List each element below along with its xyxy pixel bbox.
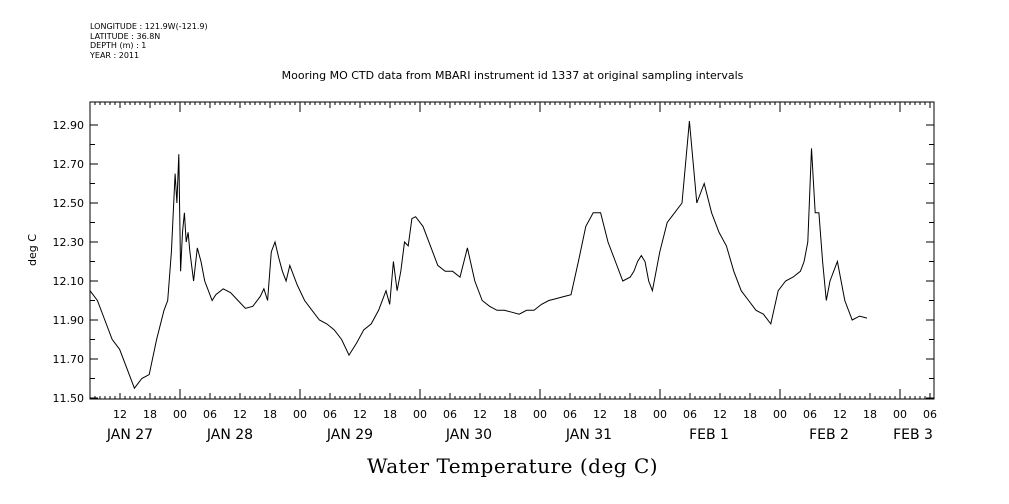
chart-title: Mooring MO CTD data from MBARI instrumen… — [281, 69, 744, 82]
hour-tick-label: 00 — [533, 408, 547, 421]
hour-tick-label: 00 — [653, 408, 667, 421]
hour-tick-label: 12 — [353, 408, 367, 421]
y-tick-label: 11.90 — [53, 314, 85, 327]
y-tick-label: 12.30 — [53, 236, 85, 249]
hour-tick-label: 06 — [803, 408, 817, 421]
hour-tick-label: 12 — [233, 408, 247, 421]
hour-tick-label: 00 — [773, 408, 787, 421]
y-tick-label: 11.50 — [53, 392, 85, 405]
latitude-text: LATITUDE : 36.8N — [90, 31, 161, 41]
day-label: FEB 1 — [689, 427, 729, 443]
hour-tick-label: 06 — [683, 408, 697, 421]
y-tick-label: 12.70 — [53, 158, 85, 171]
hour-tick-label: 06 — [923, 408, 937, 421]
hour-tick-label: 12 — [593, 408, 607, 421]
hour-tick-label: 18 — [503, 408, 517, 421]
hour-tick-label: 00 — [893, 408, 907, 421]
year-text: YEAR : 2011 — [90, 50, 140, 60]
metadata-block: LONGITUDE : 121.9W(-121.9) LATITUDE : 36… — [90, 22, 208, 60]
hour-tick-label: 18 — [743, 408, 757, 421]
hour-tick-label: 18 — [143, 408, 157, 421]
hour-tick-label: 18 — [383, 408, 397, 421]
y-tick-label: 12.10 — [53, 275, 85, 288]
y-axis-label: deg C — [26, 234, 39, 266]
hour-tick-label: 12 — [833, 408, 847, 421]
hour-tick-label: 12 — [113, 408, 127, 421]
longitude-text: LONGITUDE : 121.9W(-121.9) — [90, 22, 208, 31]
day-label: JAN 31 — [565, 427, 612, 443]
day-label: FEB 3 — [893, 427, 933, 443]
hour-tick-label: 00 — [293, 408, 307, 421]
day-label: FEB 2 — [809, 427, 849, 443]
day-label: JAN 27 — [106, 427, 153, 443]
y-tick-labels: 11.50 11.70 11.90 12.10 12.30 12.50 12.70 12.90 — [53, 119, 85, 405]
day-label: JAN 30 — [445, 427, 492, 443]
hour-tick-label: 18 — [863, 408, 877, 421]
hour-tick-label: 18 — [623, 408, 637, 421]
series-line — [89, 121, 868, 390]
hour-tick-label: 06 — [203, 408, 217, 421]
hour-tick-label: 06 — [563, 408, 577, 421]
plot-frame — [89, 101, 935, 400]
y-tick-label: 12.50 — [53, 197, 85, 210]
hour-tick-label: 00 — [413, 408, 427, 421]
hour-tick-label: 12 — [473, 408, 487, 421]
day-labels: JAN 27 JAN 28 JAN 29 JAN 30 JAN 31 FEB 1 FEB 2… — [106, 427, 933, 443]
hour-tick-label: 00 — [173, 408, 187, 421]
day-label: JAN 28 — [206, 427, 253, 443]
x-axis-label: Water Temperature (deg C) — [366, 454, 659, 478]
hour-tick-labels: 12 18 00 06 12 18 00 06 12 18 00 06 12 18 00 06 12 18 00 06… — [113, 408, 937, 421]
y-tick-label: 11.70 — [53, 353, 85, 366]
hour-tick-label: 06 — [443, 408, 457, 421]
hour-tick-label: 18 — [263, 408, 277, 421]
depth-text: DEPTH (m) : 1 — [90, 41, 147, 50]
hour-tick-label: 12 — [713, 408, 727, 421]
y-tick-label: 12.90 — [53, 119, 85, 132]
axis-ticks — [89, 102, 934, 399]
hour-tick-label: 06 — [323, 408, 337, 421]
day-label: JAN 29 — [326, 427, 373, 443]
